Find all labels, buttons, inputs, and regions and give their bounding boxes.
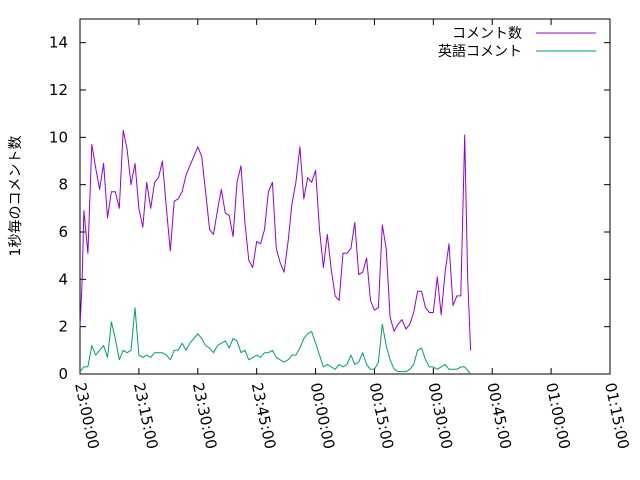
x-tick-label: 00:15:00 [366, 381, 398, 451]
y-tick-label: 4 [58, 270, 68, 288]
x-tick-label: 00:45:00 [483, 381, 515, 451]
x-tick-label: 01:15:00 [601, 381, 633, 451]
x-tick-label: 23:45:00 [248, 381, 280, 451]
x-tick-label: 23:00:00 [71, 381, 103, 451]
y-axis-label: 1秒毎のコメント数 [8, 136, 24, 257]
y-tick-label: 8 [58, 176, 68, 194]
y-tick-label: 14 [49, 34, 68, 52]
x-tick-label: 23:15:00 [130, 381, 162, 451]
y-tick-label: 10 [49, 128, 68, 146]
y-tick-label: 0 [58, 365, 68, 383]
y-tick-label: 2 [58, 318, 68, 336]
legend-label: コメント数 [452, 26, 522, 42]
y-tick-label: 6 [58, 223, 68, 241]
series-line-1 [79, 129, 472, 351]
x-tick-label: 00:00:00 [307, 381, 339, 451]
series-line-2 [79, 307, 471, 375]
x-axis-ticks: 23:00:00 23:15:00 23:30:00 23:45:00 00:00:00… [71, 19, 633, 451]
series-layer [79, 129, 472, 375]
y-tick-label: 12 [49, 81, 68, 99]
x-tick-label: 23:30:00 [189, 381, 221, 451]
x-tick-label: 01:00:00 [542, 381, 574, 451]
x-tick-label: 00:30:00 [424, 381, 456, 451]
plot-frame [79, 18, 611, 375]
legend-label: 英語コメント [438, 43, 522, 60]
y-axis-ticks: 0 2 4 6 8 10 12 14 [49, 34, 610, 383]
